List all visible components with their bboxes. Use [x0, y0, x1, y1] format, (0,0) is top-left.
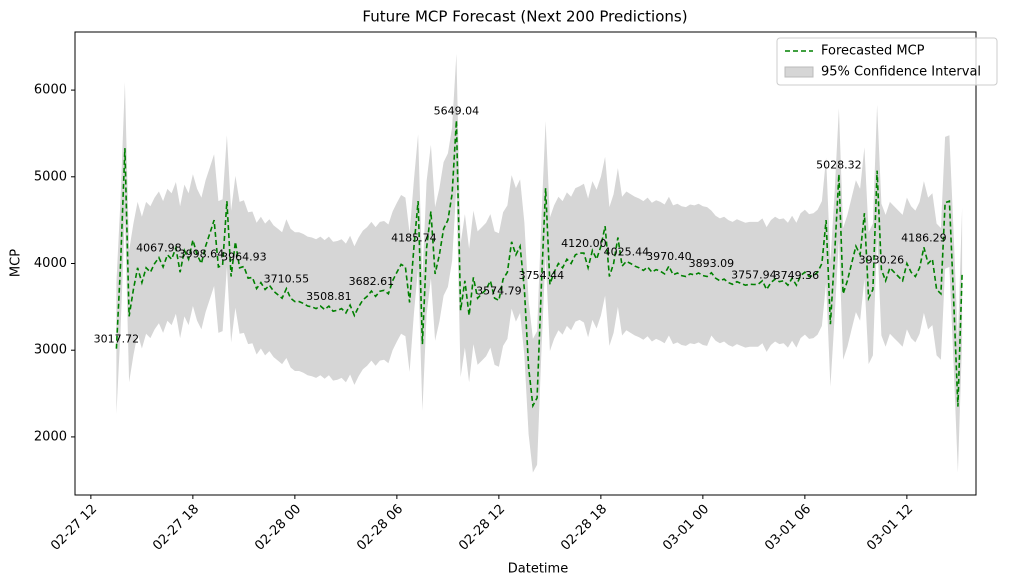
confidence-band: [116, 53, 963, 473]
x-tick-label: 02-28 06: [354, 502, 406, 554]
y-axis-label: MCP: [9, 249, 24, 277]
x-tick-label: 02-27 18: [150, 502, 202, 554]
y-tick-label: 2000: [34, 429, 67, 444]
x-tick-label: 03-01 06: [762, 502, 814, 554]
legend-label: Forecasted MCP: [821, 44, 925, 59]
x-axis-label: Datetime: [508, 562, 568, 577]
data-label: 4186.29: [901, 231, 947, 244]
data-label: 3508.81: [306, 290, 352, 303]
x-tick-label: 02-28 00: [252, 502, 304, 554]
data-label: 3998.64: [179, 248, 225, 261]
data-label: 4025.44: [604, 245, 650, 258]
y-tick-label: 3000: [34, 343, 67, 358]
x-tick-label: 03-01 12: [864, 502, 916, 554]
data-label: 3893.09: [689, 257, 735, 270]
data-label: 3970.40: [646, 250, 692, 263]
forecast-line: [115, 120, 963, 409]
data-label: 3710.55: [264, 273, 310, 286]
legend-label: 95% Confidence Interval: [821, 65, 981, 80]
data-label: 4185.74: [391, 231, 437, 244]
data-label: 3017.72: [94, 333, 140, 346]
x-tick-label: 02-27 12: [48, 502, 100, 554]
data-label: 5028.32: [816, 158, 862, 171]
x-tick-label: 02-28 12: [456, 502, 508, 554]
data-label: 5649.04: [434, 105, 480, 118]
data-label: 4067.98: [136, 242, 182, 255]
data-label: 3964.93: [221, 251, 267, 264]
data-label: 3754.44: [519, 269, 565, 282]
data-label: 4120.00: [561, 237, 607, 250]
data-label: 3757.94: [731, 268, 777, 281]
x-tick-label: 02-28 18: [558, 502, 610, 554]
y-tick-label: 5000: [34, 169, 67, 184]
data-label: 3749.36: [774, 269, 820, 282]
x-tick-label: 03-01 00: [660, 502, 712, 554]
data-label: 3682.61: [349, 275, 395, 288]
data-label: 3930.26: [859, 254, 905, 267]
legend-swatch: [784, 66, 814, 78]
legend: Forecasted MCP 95% Confidence Interval: [776, 37, 998, 86]
y-tick-label: 6000: [34, 83, 67, 98]
legend-box: [776, 37, 998, 86]
chart-title: Future MCP Forecast (Next 200 Prediction…: [362, 8, 687, 26]
data-label: 3574.79: [476, 284, 522, 297]
y-tick-label: 4000: [34, 256, 67, 271]
